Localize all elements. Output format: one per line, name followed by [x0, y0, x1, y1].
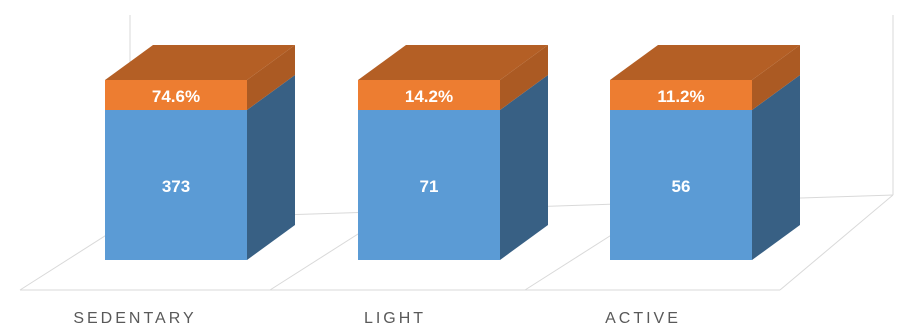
- bar-segment-top: [358, 45, 548, 80]
- data-label: 71: [420, 177, 439, 196]
- bar-segment-side: [752, 75, 800, 260]
- bar-segment-front: [358, 80, 500, 110]
- bar-segment-front: [105, 110, 247, 260]
- bar-segment-front: [358, 110, 500, 260]
- bar-segment-front: [105, 80, 247, 110]
- bar-active: 11.2% 56: [610, 45, 800, 260]
- data-label: 56: [672, 177, 691, 196]
- category-label: LIGHT: [364, 310, 426, 327]
- category-label: ACTIVE: [605, 310, 681, 327]
- data-label: 373: [162, 177, 190, 196]
- bar-light: 14.2% 71: [358, 45, 548, 260]
- data-label: 14.2%: [405, 87, 453, 106]
- bar-sedentary: 74.6% 373: [105, 45, 295, 260]
- data-label: 11.2%: [657, 87, 704, 106]
- bar-segment-side: [500, 45, 548, 110]
- floor-right-edge: [779, 194, 894, 291]
- bar-segment-side: [247, 45, 295, 110]
- bar-segment-top: [610, 45, 800, 80]
- bar-segment-side: [500, 75, 548, 260]
- bar-segment-side: [752, 45, 800, 110]
- bars-group: 74.6% 373 14.2% 71 11.2% 56: [105, 45, 800, 260]
- bar-segment-front: [610, 80, 752, 110]
- category-labels: SEDENTARY LIGHT ACTIVE: [73, 310, 681, 327]
- bar-segment-side: [247, 75, 295, 260]
- bar-segment-top: [105, 45, 295, 80]
- bar-segment-front: [610, 110, 752, 260]
- category-label: SEDENTARY: [73, 310, 196, 327]
- data-label: 74.6%: [152, 87, 200, 106]
